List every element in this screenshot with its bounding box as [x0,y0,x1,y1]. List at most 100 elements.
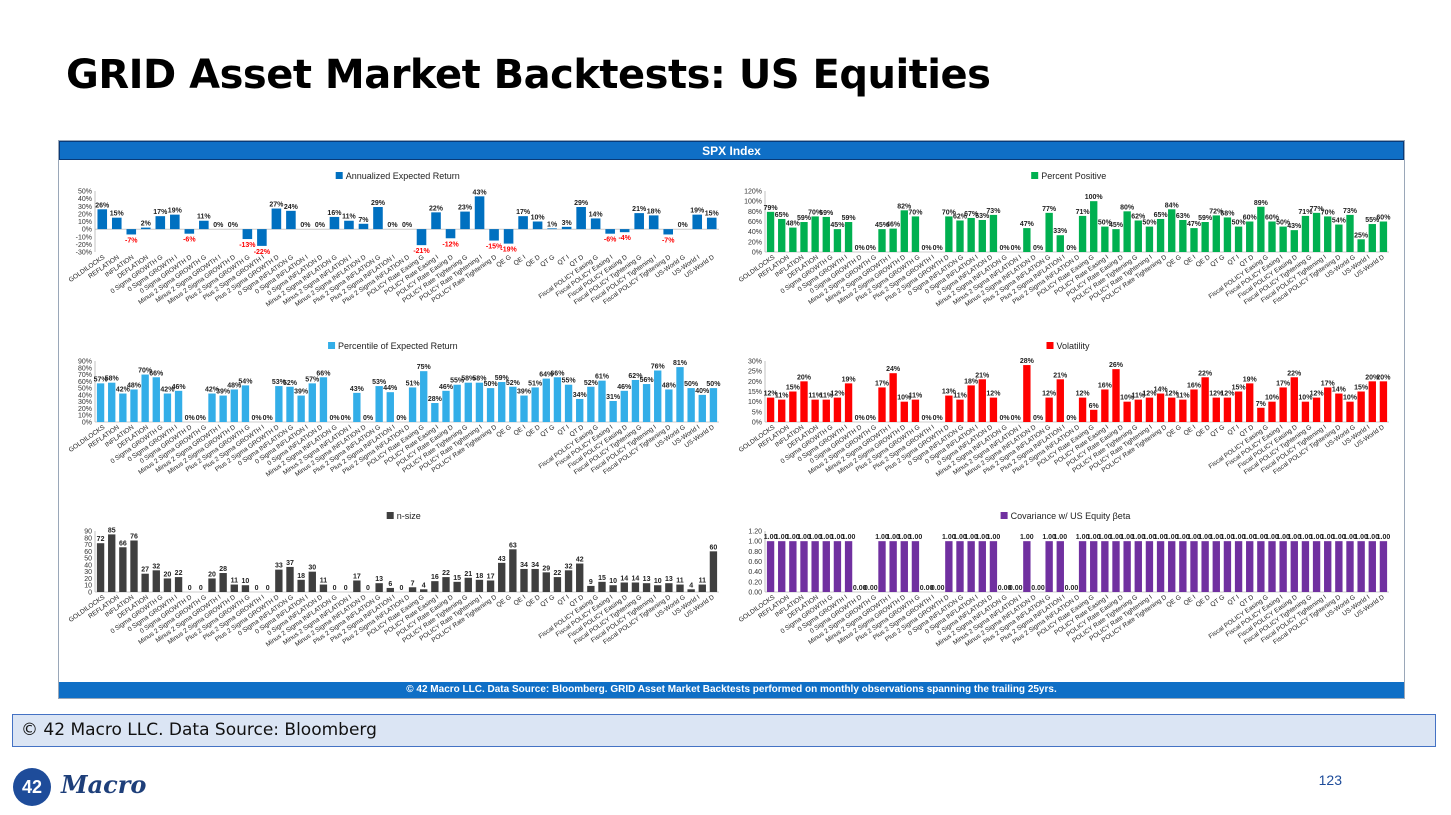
bar [1223,217,1232,252]
x-tick-label: QE D [525,424,542,439]
bar [1101,389,1109,422]
data-label: 51% [406,380,421,387]
data-label: 34 [520,562,528,569]
bar [1134,220,1142,252]
data-label: 1.00 [1120,534,1134,541]
y-tick-label: 1.20 [748,529,762,536]
bar [373,207,383,230]
data-label: 1.00 [1276,534,1290,541]
bar [1212,397,1220,422]
data-label: 0% [402,222,413,229]
data-label: 45% [1109,222,1124,229]
x-tick-label: QE G [495,254,512,269]
bar [1324,216,1332,252]
bar [687,388,695,422]
data-label: 14 [620,576,628,583]
data-label: -6% [183,237,196,244]
data-label: 24% [284,204,299,211]
bar [208,578,216,592]
data-label: 12% [1209,391,1224,398]
bar [542,378,550,422]
bar [1078,541,1087,592]
data-label: 0% [933,415,944,422]
data-label: 0 [188,585,192,592]
data-label: 0% [228,222,239,229]
data-label: -6% [604,237,617,244]
charts-canvas: Annualized Expected Return50%40%30%20%10… [68,171,1392,648]
bar [442,390,450,422]
y-tick-label: 30% [748,359,762,366]
data-label: 12% [1165,391,1180,398]
bar [811,216,819,252]
bar [1023,541,1031,592]
data-label: 13 [665,576,673,583]
data-label: 42 [576,557,584,564]
data-label: 0% [866,415,877,422]
bar [1023,228,1031,252]
data-label: 46% [886,222,901,229]
data-label: 63% [975,213,990,220]
data-label: 11% [197,214,211,221]
bar [431,581,439,592]
y-tick-label: 120% [744,189,762,196]
bar [833,229,842,252]
bar [1335,393,1343,422]
data-label: 73% [986,208,1001,215]
bar [1112,369,1120,422]
data-label: 53% [372,379,387,386]
bar [219,573,227,592]
data-label: 70% [942,209,957,216]
data-label: 12% [986,391,1001,398]
bar [1145,541,1154,592]
bar [531,568,539,592]
data-label: 0.00 [1031,585,1045,592]
data-label: 17 [487,573,495,580]
data-label: 12% [1142,391,1157,398]
data-label: 15% [705,211,720,218]
bar [665,583,673,592]
data-label: 11 [699,578,707,585]
data-label: 0.00 [864,585,878,592]
bar [286,386,294,422]
bar [789,227,797,252]
data-label: 19% [842,376,857,383]
data-label: 18 [476,573,484,580]
bar [241,385,250,422]
x-tick-label: QT G [539,424,556,439]
data-label: 9 [589,579,593,586]
bar [1112,229,1120,252]
bar [230,584,238,592]
bar [163,393,172,422]
y-tick-label: 0.40 [748,569,762,576]
x-tick-label: QT G [539,594,556,609]
bar [654,370,662,422]
bar [789,391,797,422]
bar [184,229,195,234]
y-tick-label: 0% [82,420,92,427]
data-label: 0.00 [853,585,867,592]
data-label: 60% [1376,215,1391,222]
data-label: 43 [498,556,506,563]
bar [375,583,383,592]
data-label: 0% [1011,415,1022,422]
data-label: 48% [786,221,801,228]
data-label: -21% [413,248,430,255]
y-tick-label: 80% [748,209,762,216]
data-label: 1.00 [797,534,811,541]
bar [353,392,361,422]
data-label: 73% [1343,208,1358,215]
bar [119,547,127,592]
data-label: 70% [908,209,923,216]
bar [956,399,964,422]
bar [553,577,562,592]
data-label: 100% [1085,194,1104,201]
data-label: 66% [550,370,565,377]
data-label: 10 [609,578,617,585]
data-label: 17% [516,209,531,216]
bar [1279,226,1287,252]
bar [956,220,964,252]
data-label: 11 [676,578,684,585]
data-label: 30 [308,565,316,572]
bar [445,229,456,239]
data-label: 54% [238,378,253,385]
